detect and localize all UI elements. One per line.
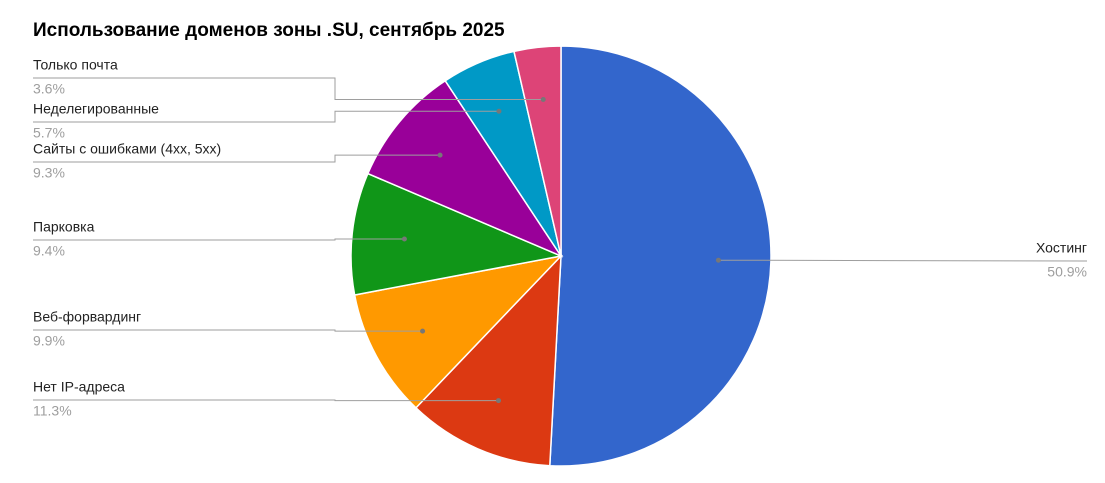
leader-line: [33, 154, 441, 163]
legend-label: Только почта: [33, 57, 118, 73]
value-label: 3.6%: [33, 81, 65, 97]
leader-line: [33, 238, 405, 241]
pie-slice: [414, 254, 562, 467]
value-label: 9.4%: [33, 243, 65, 259]
pie-slice: [366, 79, 564, 258]
legend-label: Парковка: [33, 219, 95, 235]
value-label: 9.3%: [33, 165, 65, 181]
leader-dot: [496, 398, 502, 404]
value-label: 11.3%: [33, 403, 72, 419]
leader-line: [33, 399, 499, 402]
legend-label: Хостинг: [1036, 240, 1087, 256]
value-label: 5.7%: [33, 125, 65, 141]
leader-dot: [540, 97, 546, 103]
pie-slice: [549, 45, 772, 467]
pie-slice: [513, 45, 562, 257]
leader-dot: [420, 328, 426, 334]
leader-line: [33, 77, 544, 101]
chart-title: Использование доменов зоны .SU, сентябрь…: [33, 20, 505, 41]
value-label: 50.9%: [1047, 264, 1087, 280]
leader-dot: [437, 152, 443, 158]
value-label: 9.9%: [33, 333, 65, 349]
legend-label: Веб-форвардинг: [33, 309, 141, 325]
leader-dot: [401, 236, 407, 242]
leader-dot: [715, 257, 721, 263]
leader-line: [33, 110, 499, 123]
pie-slice: [353, 254, 564, 409]
pie-slice: [350, 172, 564, 296]
legend-label: Неделегированные: [33, 101, 159, 117]
leader-line: [718, 259, 1088, 262]
legend-label: Нет IP-адреса: [33, 379, 125, 395]
leader-dot: [496, 108, 502, 114]
leader-line: [33, 329, 423, 332]
legend-label: Сайты с ошибками (4xx, 5xx): [33, 141, 221, 157]
